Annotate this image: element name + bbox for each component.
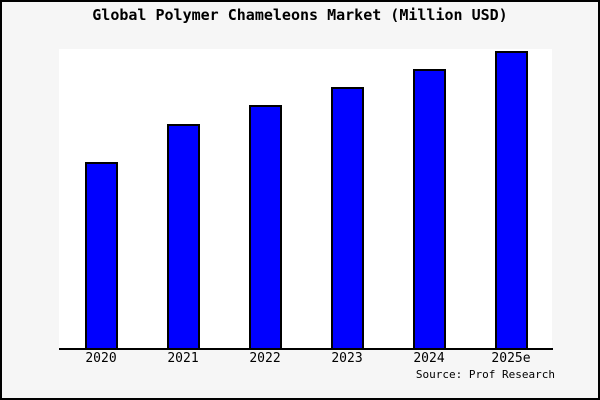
bar-2022 <box>248 105 282 348</box>
chart-title: Global Polymer Chameleons Market (Millio… <box>92 6 508 24</box>
x-tick-label-2020: 2020 <box>85 351 117 366</box>
bar-2020 <box>84 162 118 348</box>
bar-2021 <box>166 124 200 348</box>
x-tick-label-2021: 2021 <box>167 351 199 366</box>
x-tick-label-2022: 2022 <box>249 351 281 366</box>
source-note: Source: Prof Research <box>415 368 555 381</box>
bar-2023 <box>330 87 364 348</box>
bar-2025e <box>494 51 528 348</box>
plot-area <box>59 49 552 348</box>
x-tick-label-2025e: 2025e <box>491 351 531 366</box>
x-axis-line <box>59 348 553 350</box>
bar-2024 <box>412 69 446 348</box>
x-tick-label-2023: 2023 <box>331 351 363 366</box>
x-tick-label-2024: 2024 <box>413 351 445 366</box>
